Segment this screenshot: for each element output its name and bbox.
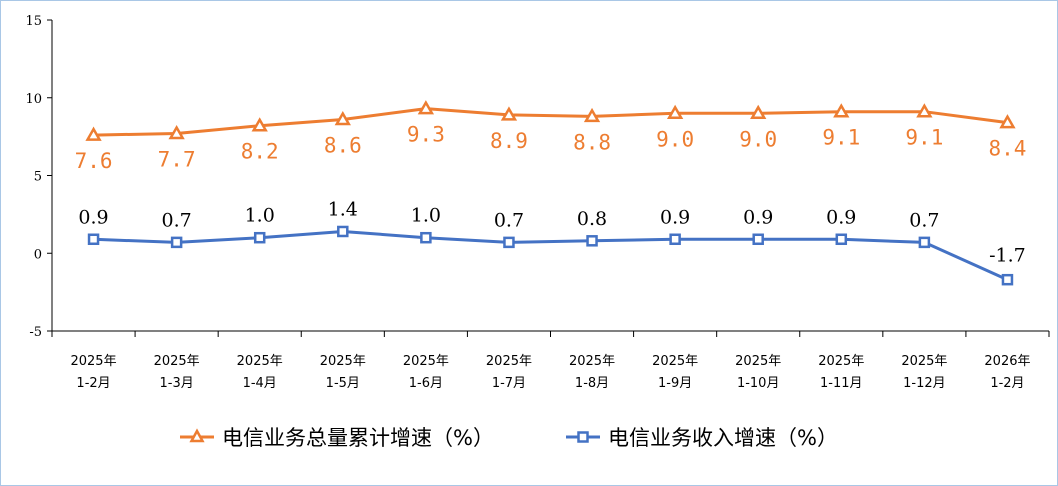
data-label: 8.4	[988, 137, 1026, 161]
y-tick-label: -5	[29, 325, 42, 340]
data-label: 0.9	[660, 206, 690, 228]
square-marker	[1001, 273, 1014, 286]
triangle-marker	[251, 117, 268, 132]
data-label: 1.0	[411, 205, 441, 227]
square-marker	[170, 236, 183, 249]
x-category-year: 2025年	[403, 354, 449, 369]
data-label: 7.7	[158, 148, 196, 172]
y-tick-label: 5	[34, 170, 42, 185]
x-category-year: 2025年	[70, 354, 116, 369]
triangle-marker	[666, 104, 684, 120]
y-tick-label: 10	[25, 92, 42, 107]
x-category-period: 1-5月	[326, 376, 360, 391]
x-category-period: 1-8月	[575, 376, 609, 391]
legend-label-total-volume: 电信业务总量累计增速（%）	[222, 426, 494, 450]
data-label: 8.9	[490, 129, 528, 153]
x-category-period: 1-2月	[76, 376, 110, 391]
triangle-marker	[916, 103, 933, 118]
series-markers	[85, 100, 1016, 286]
triangle-marker	[417, 100, 435, 115]
x-category-year: 2025年	[901, 354, 947, 369]
data-label: 8.6	[324, 134, 362, 158]
x-category-year: 2025年	[818, 354, 864, 369]
triangle-marker	[500, 106, 518, 121]
x-category-period: 1-2月	[990, 376, 1024, 391]
legend-item-revenue: 电信业务收入增速（%）	[566, 426, 838, 450]
x-axis-categories: 2025年 1-2月 2025年 1-3月 2025年 1-4月 2025年 1-5月 2025…	[51, 331, 1050, 391]
x-category-period: 1-7月	[492, 376, 526, 391]
triangle-marker	[85, 126, 102, 141]
legend-square-marker	[577, 431, 589, 443]
data-label: 1.4	[328, 198, 358, 220]
square-marker	[918, 236, 931, 249]
data-label: 0.9	[743, 206, 773, 228]
data-labels: 7.6 7.7 8.2 8.6 9.3 8.9 8.8 9.0 9.0 9.1 9.1 8.4 0.9 0…	[75, 123, 1027, 267]
data-label: 9.3	[407, 123, 445, 147]
data-label: 8.2	[241, 140, 279, 164]
triangle-marker	[833, 103, 850, 118]
legend-item-total-volume: 电信业务总量累计增速（%）	[180, 426, 494, 450]
square-marker	[420, 231, 432, 244]
square-marker	[669, 233, 681, 246]
x-category-year: 2025年	[154, 354, 200, 369]
triangle-marker	[999, 114, 1016, 129]
x-category-year: 2025年	[320, 354, 366, 369]
y-tick-label: 0	[34, 247, 42, 262]
x-category-period: 1-3月	[160, 376, 194, 391]
series-line-revenue	[93, 230, 1009, 282]
data-label: 9.0	[656, 127, 694, 151]
legend-triangle-marker	[189, 428, 205, 443]
x-category-period: 1-12月	[903, 376, 946, 391]
data-label: 1.0	[245, 205, 275, 227]
data-label: 9.1	[822, 126, 860, 150]
triangle-marker	[583, 107, 601, 123]
data-label: 0.9	[78, 206, 108, 228]
triangle-marker	[750, 104, 767, 120]
x-category-period: 1-11月	[820, 376, 863, 391]
data-label: 9.0	[739, 127, 777, 151]
square-marker	[337, 225, 349, 238]
triangle-marker	[168, 124, 185, 140]
data-label: 8.8	[573, 130, 611, 154]
legend: 电信业务总量累计增速（%） 电信业务收入增速（%）	[180, 426, 838, 450]
data-label: -1.7	[989, 245, 1026, 267]
y-axis-ticks: 15 10 5 0 -5	[25, 14, 52, 340]
x-category-year: 2025年	[735, 354, 781, 369]
x-category-period: 1-10月	[737, 376, 780, 391]
legend-label-revenue: 电信业务收入增速（%）	[608, 426, 838, 450]
series-lines	[93, 107, 1009, 282]
square-marker	[253, 231, 266, 244]
data-label: 0.7	[909, 209, 939, 231]
triangle-marker	[334, 111, 351, 126]
x-category-year: 2025年	[486, 354, 532, 369]
data-label: 0.9	[826, 206, 856, 228]
x-category-period: 1-6月	[409, 376, 443, 391]
square-marker	[752, 233, 764, 246]
x-category-period: 1-4月	[243, 376, 277, 391]
square-marker	[835, 233, 848, 246]
axes	[51, 20, 1049, 332]
x-category-year: 2025年	[569, 354, 615, 369]
x-category-period: 1-9月	[658, 376, 692, 391]
series-line-total-volume	[93, 107, 1008, 137]
data-label: 0.7	[162, 209, 192, 231]
x-category-year: 2026年	[984, 354, 1030, 369]
x-category-year: 2025年	[652, 354, 698, 369]
square-marker	[586, 235, 598, 247]
data-label: 0.8	[577, 208, 607, 230]
square-marker	[503, 236, 515, 249]
data-label: 7.6	[75, 149, 113, 173]
y-tick-label: 15	[25, 14, 42, 29]
x-category-year: 2025年	[237, 354, 283, 369]
data-label: 0.7	[494, 209, 524, 231]
data-label: 9.1	[905, 126, 943, 150]
square-marker	[87, 233, 100, 246]
